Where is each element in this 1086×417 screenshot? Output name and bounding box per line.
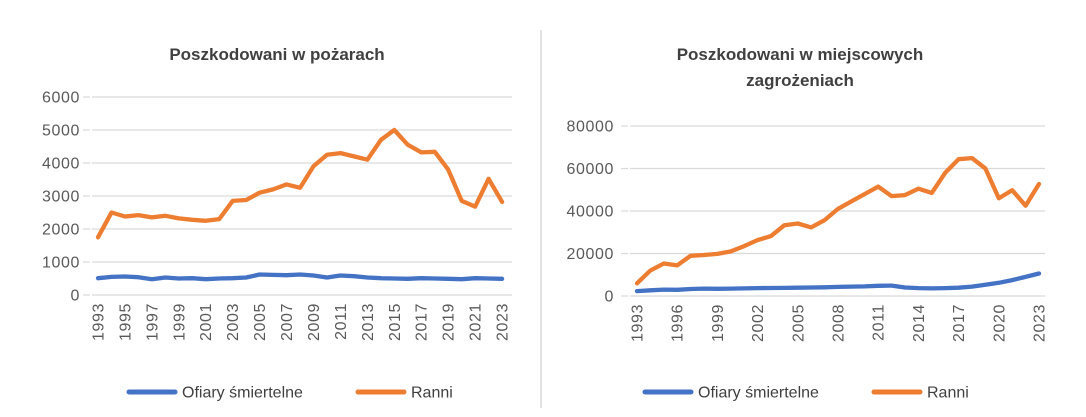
x-axis-label: 2014 — [911, 304, 928, 342]
x-axis-label: 1999 — [710, 304, 727, 342]
y-axis-label: 0 — [71, 287, 81, 304]
fires-chart: 0 1000 2000 3000 4000 5000 6000 1993 1995 1997 199… — [0, 0, 540, 417]
x-axis-label: 2023 — [495, 303, 512, 341]
x-axis-label: 2002 — [750, 304, 767, 342]
x-axis-label: 2008 — [830, 304, 847, 342]
y-axis-label: 2000 — [42, 221, 80, 238]
legend-label-deaths: Ofiary śmiertelne — [182, 384, 303, 401]
legend-label-injured: Ranni — [411, 384, 453, 401]
x-axis-label: 1995 — [117, 303, 134, 341]
y-axis-label: 3000 — [42, 188, 80, 205]
x-axis-label: 2023 — [1031, 304, 1048, 342]
x-axis-label: 2005 — [790, 304, 807, 342]
x-axis-label: 2009 — [306, 303, 323, 341]
legend-label-injured: Ranni — [927, 384, 969, 401]
chart-title: Poszkodowani w miejscowych — [677, 45, 924, 64]
x-axis-label: 2013 — [360, 303, 377, 341]
series-line-deaths — [95, 272, 505, 282]
chart-title: Poszkodowani w pożarach — [169, 45, 384, 64]
x-axis-label: 1997 — [144, 303, 161, 341]
y-axis-label: 80000 — [567, 118, 615, 135]
x-axis-label: 2019 — [441, 303, 458, 341]
series-line-injured — [634, 155, 1042, 286]
x-axis-label: 2017 — [951, 304, 968, 342]
panel-divider — [540, 30, 542, 408]
y-axis-label: 6000 — [42, 89, 80, 106]
local-threats-chart: 0 20000 40000 60000 80000 1993 1996 1999 2002 200… — [542, 0, 1086, 417]
local_threats-svg: 0 20000 40000 60000 80000 1993 1996 1999 2002 200… — [567, 45, 1049, 401]
legend-label-deaths: Ofiary śmiertelne — [698, 384, 819, 401]
y-axis-label: 40000 — [567, 203, 615, 220]
series-line-deaths — [634, 271, 1042, 294]
x-axis-label: 1993 — [90, 303, 107, 341]
chart-title: zagrożeniach — [746, 71, 854, 90]
x-axis-label: 2007 — [279, 303, 296, 341]
x-axis-label: 1996 — [670, 304, 687, 342]
x-axis-label: 2017 — [414, 303, 431, 341]
x-axis-label: 2011 — [333, 303, 350, 340]
y-axis-label: 0 — [605, 288, 615, 305]
series-line-injured — [95, 127, 505, 240]
fires-svg: 0 1000 2000 3000 4000 5000 6000 1993 1995 1997 199… — [42, 45, 512, 401]
x-axis-label: 1999 — [171, 303, 188, 341]
x-axis-label: 2011 — [871, 304, 888, 341]
y-axis-label: 5000 — [42, 122, 80, 139]
y-axis-label: 4000 — [42, 155, 80, 172]
y-axis-label: 1000 — [42, 254, 80, 271]
x-axis-label: 2005 — [252, 303, 269, 341]
x-axis-label: 2021 — [468, 303, 485, 341]
x-axis-label: 2020 — [991, 304, 1008, 342]
x-axis-label: 2001 — [198, 303, 215, 341]
x-axis-label: 2015 — [387, 303, 404, 341]
y-axis-label: 60000 — [567, 161, 615, 178]
y-axis-label: 20000 — [567, 246, 615, 263]
x-axis-label: 2003 — [225, 303, 242, 341]
x-axis-label: 1993 — [629, 304, 646, 342]
